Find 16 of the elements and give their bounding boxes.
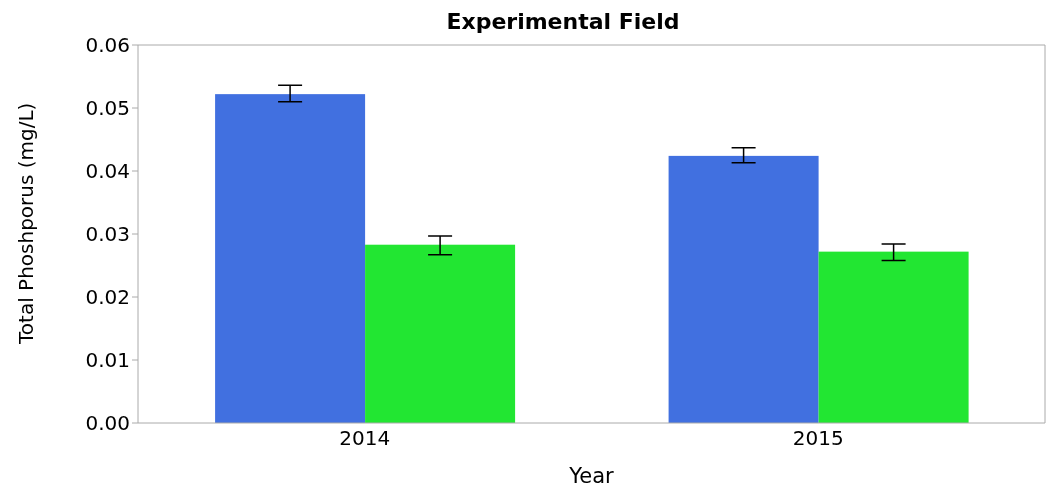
y-tick-label: 0.02 bbox=[85, 285, 130, 310]
x-tick-label: 2014 bbox=[339, 426, 391, 451]
bar bbox=[668, 155, 819, 423]
y-axis-title: Total Phoshporus (mg/L) bbox=[14, 102, 39, 345]
y-tick-label: 0.04 bbox=[85, 159, 130, 184]
bar bbox=[365, 244, 516, 423]
y-tick-label: 0.01 bbox=[85, 348, 130, 373]
bar bbox=[818, 251, 969, 423]
y-tick-label: 0.00 bbox=[85, 411, 130, 436]
y-tick-label: 0.03 bbox=[85, 222, 130, 247]
x-tick-label: 2015 bbox=[792, 426, 844, 451]
bar bbox=[215, 94, 366, 423]
y-tick-label: 0.05 bbox=[85, 96, 130, 121]
y-tick-label: 0.06 bbox=[85, 33, 130, 58]
chart-title: Experimental Field bbox=[446, 9, 680, 34]
x-axis-title: Year bbox=[568, 464, 615, 488]
